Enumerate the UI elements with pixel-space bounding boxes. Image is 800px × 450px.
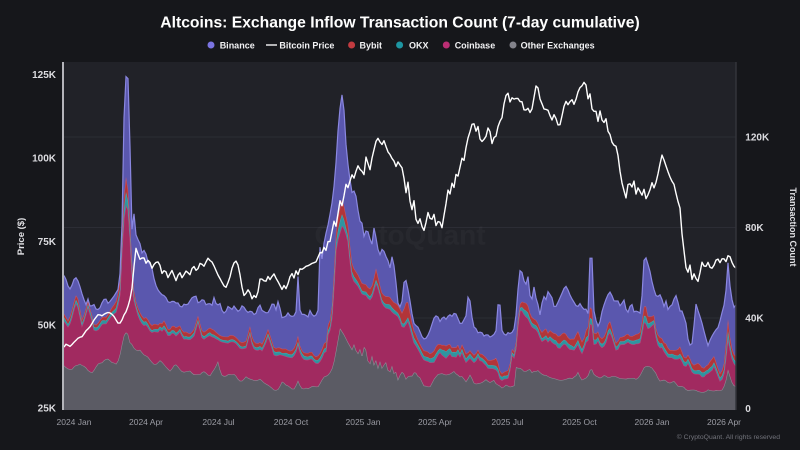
svg-text:Transaction Count: Transaction Count (788, 187, 798, 266)
svg-text:Bitcoin Price: Bitcoin Price (279, 40, 334, 50)
svg-text:2025 Jul: 2025 Jul (491, 417, 523, 427)
svg-text:80K: 80K (745, 223, 764, 234)
svg-text:Binance: Binance (220, 40, 255, 50)
svg-text:Coinbase: Coinbase (455, 40, 496, 50)
svg-text:2026 Apr: 2026 Apr (707, 417, 741, 427)
svg-text:125K: 125K (32, 70, 57, 81)
svg-text:2024 Apr: 2024 Apr (129, 417, 163, 427)
svg-text:50K: 50K (38, 320, 57, 331)
svg-text:2024 Jul: 2024 Jul (202, 417, 234, 427)
svg-text:© CryptoQuant. All rights rese: © CryptoQuant. All rights reserved (677, 433, 780, 441)
svg-text:Other Exchanges: Other Exchanges (521, 40, 595, 50)
svg-text:2024 Jan: 2024 Jan (57, 417, 92, 427)
svg-text:Altcoins: Exchange Inflow Tran: Altcoins: Exchange Inflow Transaction Co… (160, 15, 639, 32)
svg-text:2025 Apr: 2025 Apr (418, 417, 452, 427)
svg-text:Price ($): Price ($) (16, 218, 27, 256)
svg-text:100K: 100K (32, 154, 57, 165)
svg-text:0: 0 (745, 404, 751, 415)
svg-text:2026 Jan: 2026 Jan (635, 417, 670, 427)
svg-text:Bybit: Bybit (360, 40, 383, 50)
svg-text:2025 Oct: 2025 Oct (562, 417, 597, 427)
svg-text:75K: 75K (38, 237, 57, 248)
svg-text:40K: 40K (745, 314, 764, 325)
svg-text:2024 Oct: 2024 Oct (274, 417, 309, 427)
svg-text:25K: 25K (38, 404, 57, 415)
svg-text:120K: 120K (745, 133, 770, 144)
svg-text:OKX: OKX (409, 40, 429, 50)
svg-text:2025 Jan: 2025 Jan (346, 417, 381, 427)
